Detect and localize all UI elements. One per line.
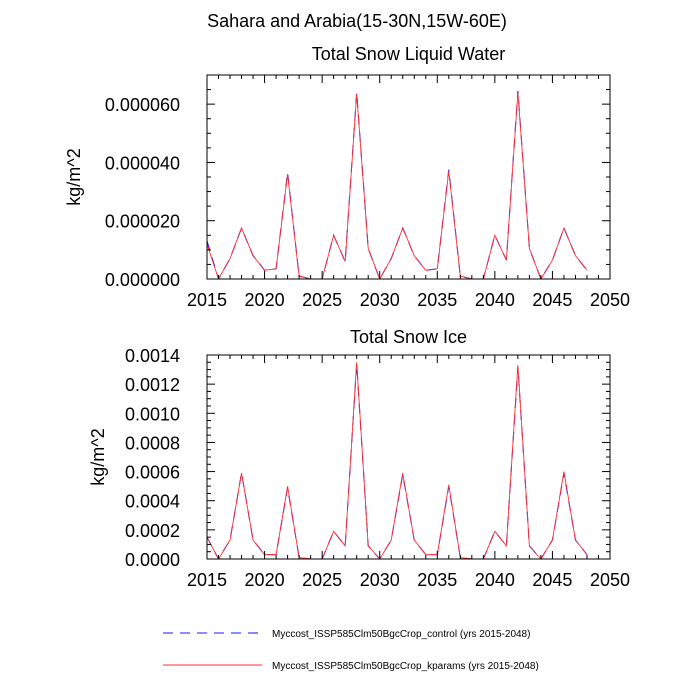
y-tick-label: 0.000000 bbox=[105, 270, 180, 290]
y-tick-label: 0.000020 bbox=[105, 212, 180, 232]
x-tick-label: 2040 bbox=[475, 290, 515, 310]
x-tick-label: 2025 bbox=[302, 570, 342, 590]
x-tick-label: 2030 bbox=[360, 290, 400, 310]
x-tick-label: 2030 bbox=[360, 570, 400, 590]
panel-snow-ice: 2015 2020 2025 2030 2035 2040 2045 2050 0.0000 0.… bbox=[88, 327, 630, 590]
plot-frame bbox=[206, 354, 611, 560]
y-tick-label: 0.000040 bbox=[105, 153, 180, 173]
x-tick-label: 2015 bbox=[187, 290, 227, 310]
x-tick-label: 2020 bbox=[245, 290, 285, 310]
x-tick-label: 2040 bbox=[475, 570, 515, 590]
y-tick-label: 0.0008 bbox=[125, 433, 180, 453]
x-tick-label: 2035 bbox=[417, 290, 457, 310]
x-tick-label: 2035 bbox=[417, 570, 457, 590]
y-tick-label: 0.0012 bbox=[125, 375, 180, 395]
y-tick-label: 0.0006 bbox=[125, 463, 180, 483]
y-tick-label: 0.0004 bbox=[125, 492, 180, 512]
y-tick-label: 0.0000 bbox=[125, 550, 180, 570]
y-axis-label: kg/m^2 bbox=[64, 148, 84, 205]
x-tick-label: 2050 bbox=[590, 290, 630, 310]
x-tick-label: 2045 bbox=[532, 290, 572, 310]
x-tick-label: 2020 bbox=[245, 570, 285, 590]
plot-frame bbox=[206, 74, 611, 280]
x-tick-label: 2045 bbox=[532, 570, 572, 590]
y-tick-label: 0.0002 bbox=[125, 521, 180, 541]
y-tick-label: 0.0010 bbox=[125, 404, 180, 424]
legend-label-kparams: Myccost_ISSP585Clm50BgcCrop_kparams (yrs… bbox=[272, 661, 539, 672]
series-line-kparams bbox=[207, 92, 588, 279]
x-tick-label: 2050 bbox=[590, 570, 630, 590]
panel-title: Total Snow Ice bbox=[350, 327, 467, 347]
y-tick-label: 0.000060 bbox=[105, 95, 180, 115]
figure-title: Sahara and Arabia(15-30N,15W-60E) bbox=[207, 11, 507, 31]
y-axis-label: kg/m^2 bbox=[88, 428, 108, 485]
series-line-kparams bbox=[207, 362, 588, 559]
x-tick-label: 2025 bbox=[302, 290, 342, 310]
panel-title: Total Snow Liquid Water bbox=[312, 44, 505, 64]
y-tick-label: 0.0014 bbox=[125, 346, 180, 366]
panel-snow-liquid-water: 2015 2020 2025 2030 2035 2040 2045 2050 0.000000… bbox=[64, 44, 630, 310]
legend-label-control: Myccost_ISSP585Clm50BgcCrop_control (yrs… bbox=[272, 629, 530, 640]
series-line-control bbox=[207, 363, 588, 559]
legend: Myccost_ISSP585Clm50BgcCrop_control (yrs… bbox=[163, 629, 539, 672]
x-tick-label: 2015 bbox=[187, 570, 227, 590]
